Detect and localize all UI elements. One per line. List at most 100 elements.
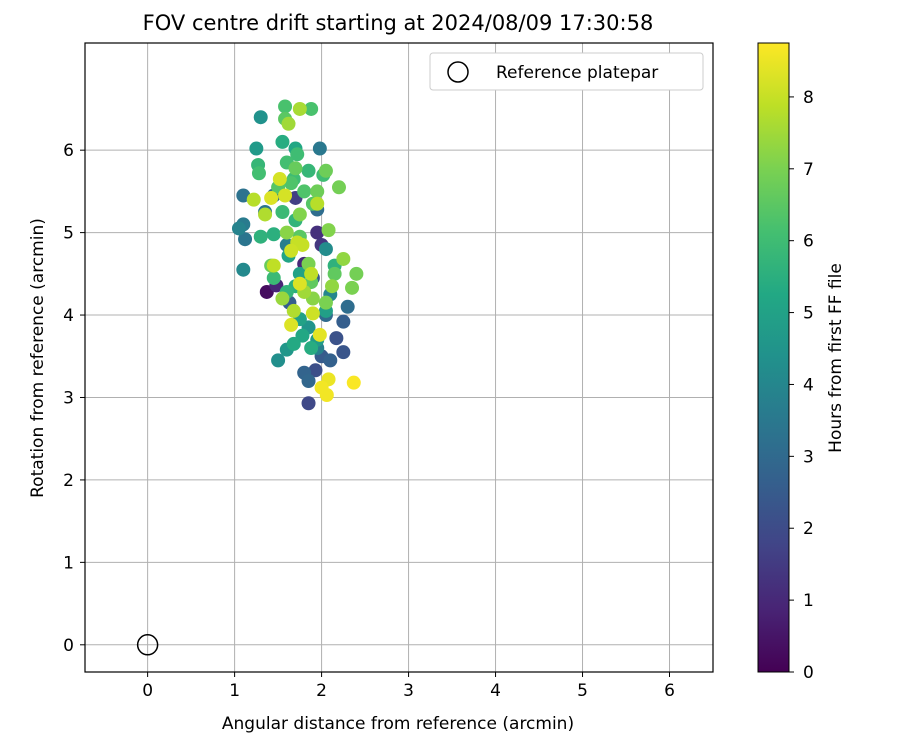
data-point [266, 258, 281, 273]
data-point [346, 375, 361, 390]
y-tick-label: 0 [63, 636, 74, 656]
y-tick-label: 6 [63, 141, 74, 161]
data-point [279, 225, 294, 240]
data-point [308, 363, 323, 378]
plot-frame [84, 42, 714, 673]
data-point [278, 188, 293, 203]
data-point [290, 147, 305, 162]
data-point [249, 141, 264, 156]
data-point [286, 336, 301, 351]
data-point [253, 110, 268, 125]
data-point [297, 184, 312, 199]
data-point [301, 396, 316, 411]
data-point [288, 161, 303, 176]
colorbar-tick-label: 8 [803, 88, 814, 108]
y-tick-label: 5 [63, 224, 74, 244]
data-point [318, 295, 333, 310]
data-point [264, 190, 279, 205]
colorbar-ticks: 0 1 2 3 4 5 6 7 8 [789, 88, 814, 683]
data-point [292, 266, 307, 281]
data-point [278, 99, 293, 114]
data-point [321, 223, 336, 238]
y-tick-label: 2 [63, 471, 74, 491]
data-point [284, 317, 299, 332]
data-point [319, 388, 334, 403]
data-point [238, 232, 253, 247]
x-axis-ticks: 0 1 2 3 4 5 6 [142, 672, 675, 701]
data-point [310, 225, 325, 240]
data-point [251, 166, 266, 181]
colorbar-tick-label: 1 [803, 591, 814, 611]
data-point [284, 176, 299, 191]
data-point [310, 184, 325, 199]
data-points [231, 99, 364, 411]
data-point [275, 134, 290, 149]
x-tick-label: 6 [664, 681, 675, 701]
chart-title: FOV centre drift starting at 2024/08/09 … [143, 11, 654, 35]
data-point [304, 266, 319, 281]
data-point [292, 207, 307, 222]
data-point [323, 353, 338, 368]
data-point [295, 328, 310, 343]
colorbar-tick-label: 5 [803, 304, 814, 324]
data-point [304, 341, 319, 356]
legend-label: Reference platepar [496, 63, 658, 83]
data-point [272, 172, 287, 187]
data-point [301, 163, 316, 178]
data-point [231, 221, 246, 236]
y-tick-label: 1 [63, 553, 74, 573]
data-point [292, 276, 307, 291]
colorbar-tick-label: 3 [803, 447, 814, 467]
reference-marker-group [136, 634, 159, 656]
data-point [301, 373, 316, 388]
data-point [271, 353, 286, 368]
data-point [349, 266, 364, 281]
data-point [304, 101, 319, 116]
legend: Reference platepar [429, 52, 704, 91]
data-point [345, 280, 360, 295]
data-point [325, 279, 340, 294]
data-point [266, 227, 281, 242]
data-point [286, 303, 301, 318]
data-point [275, 204, 290, 219]
data-point [305, 306, 320, 321]
data-point [312, 327, 327, 342]
x-tick-label: 0 [142, 681, 153, 701]
colorbar-tick-label: 7 [803, 160, 814, 180]
data-point [281, 116, 296, 131]
data-point [318, 242, 333, 257]
y-tick-label: 3 [63, 388, 74, 408]
grid-lines [85, 43, 713, 672]
data-point [340, 299, 355, 314]
colorbar-tick-label: 6 [803, 232, 814, 252]
data-point [327, 266, 342, 281]
data-point [292, 101, 307, 116]
x-tick-label: 5 [577, 681, 588, 701]
y-tick-label: 4 [63, 306, 74, 326]
legend-box [429, 52, 704, 91]
data-point [329, 331, 344, 346]
data-point [284, 243, 299, 258]
data-point [331, 180, 346, 195]
x-tick-label: 3 [403, 681, 414, 701]
colorbar-tick-label: 4 [803, 375, 814, 395]
y-axis-ticks: 0 1 2 3 4 5 6 [63, 141, 85, 656]
data-point [336, 345, 351, 360]
x-tick-label: 4 [490, 681, 501, 701]
data-point [258, 207, 273, 222]
data-point [275, 291, 290, 306]
colorbar [757, 42, 790, 673]
x-tick-label: 1 [229, 681, 240, 701]
x-tick-label: 2 [316, 681, 327, 701]
colorbar-tick-label: 0 [803, 663, 814, 683]
data-point [318, 163, 333, 178]
data-point [336, 251, 351, 266]
x-axis-label: Angular distance from reference (arcmin) [222, 714, 574, 734]
colorbar-tick-label: 2 [803, 519, 814, 539]
data-point [310, 196, 325, 211]
data-point [236, 262, 251, 277]
data-point [336, 314, 351, 329]
data-point [312, 141, 327, 156]
data-point [253, 229, 268, 244]
